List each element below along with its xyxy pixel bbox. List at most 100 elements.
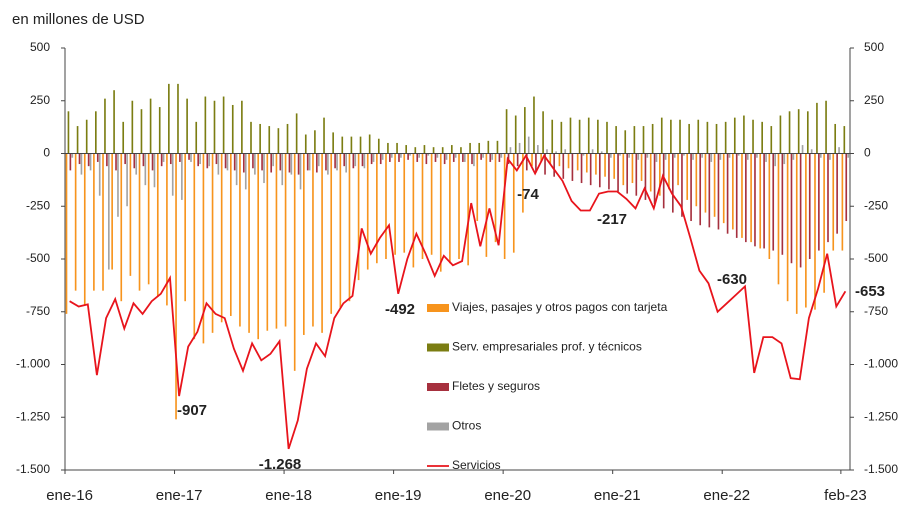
bar bbox=[464, 153, 466, 162]
bar bbox=[589, 153, 592, 186]
bar bbox=[423, 145, 426, 154]
annotation: -492 bbox=[385, 301, 415, 318]
bar bbox=[250, 121, 252, 154]
bar bbox=[555, 151, 557, 154]
bar bbox=[598, 153, 601, 188]
bar bbox=[469, 142, 471, 154]
bar bbox=[113, 90, 115, 154]
bar bbox=[439, 153, 442, 272]
bar bbox=[692, 153, 694, 160]
bar bbox=[366, 153, 369, 270]
bar bbox=[156, 153, 159, 297]
bar bbox=[600, 151, 603, 154]
bar bbox=[597, 119, 599, 154]
bar bbox=[138, 153, 141, 291]
bar bbox=[454, 153, 457, 158]
bar bbox=[316, 153, 318, 173]
bar bbox=[514, 115, 517, 154]
bar bbox=[608, 153, 610, 190]
x-tick-label: feb-23 bbox=[824, 487, 867, 504]
y-tick-label: -1.250 bbox=[16, 409, 50, 423]
bar bbox=[664, 153, 667, 160]
bar bbox=[370, 153, 373, 165]
bar bbox=[640, 153, 643, 181]
y2-tick-label: -1.500 bbox=[864, 462, 898, 476]
bar bbox=[677, 153, 679, 186]
y-tick-label: -500 bbox=[26, 251, 50, 265]
bar bbox=[825, 100, 827, 154]
bar bbox=[348, 153, 351, 302]
bar bbox=[606, 121, 608, 154]
bar bbox=[580, 153, 583, 184]
bar bbox=[518, 142, 521, 154]
bar bbox=[786, 153, 789, 302]
bar bbox=[847, 153, 850, 158]
bar bbox=[259, 123, 261, 154]
bar bbox=[527, 136, 530, 154]
bar bbox=[482, 153, 484, 158]
bar bbox=[111, 153, 113, 270]
y2-tick-label: 500 bbox=[864, 40, 884, 54]
bar bbox=[795, 153, 798, 314]
bar bbox=[752, 119, 754, 154]
bar bbox=[462, 153, 464, 162]
bar bbox=[613, 153, 615, 179]
bar bbox=[564, 149, 567, 154]
x-tick-label: ene-22 bbox=[703, 487, 750, 504]
legend-label: Otros bbox=[452, 419, 481, 433]
bar bbox=[562, 153, 565, 179]
bar bbox=[819, 153, 822, 158]
bar bbox=[197, 153, 199, 167]
bar bbox=[277, 128, 280, 154]
bar bbox=[772, 153, 775, 251]
bar bbox=[717, 153, 720, 230]
bar bbox=[540, 153, 542, 162]
y-tick-label: 500 bbox=[30, 40, 50, 54]
bar bbox=[551, 119, 554, 154]
bar bbox=[801, 145, 804, 154]
bar bbox=[233, 153, 236, 171]
bar bbox=[806, 111, 809, 154]
bar bbox=[190, 153, 192, 162]
bar bbox=[284, 153, 287, 327]
bar bbox=[387, 142, 389, 154]
bar bbox=[160, 153, 163, 167]
bar bbox=[430, 153, 433, 255]
bar bbox=[476, 153, 479, 222]
bar bbox=[184, 153, 186, 302]
bar bbox=[312, 153, 314, 327]
bar bbox=[500, 153, 503, 158]
y-tick-label: -250 bbox=[26, 198, 50, 212]
bar bbox=[626, 153, 629, 194]
bar bbox=[151, 153, 154, 171]
bar bbox=[491, 153, 494, 160]
bar bbox=[425, 153, 428, 165]
bar bbox=[252, 153, 254, 169]
bar bbox=[222, 96, 225, 154]
bar bbox=[673, 153, 676, 158]
bar bbox=[710, 153, 713, 162]
bar bbox=[649, 153, 652, 192]
bar bbox=[732, 153, 734, 230]
bar bbox=[576, 153, 579, 171]
bar bbox=[133, 153, 136, 169]
bar bbox=[524, 107, 526, 154]
annotation: -217 bbox=[597, 211, 627, 228]
bar bbox=[792, 153, 795, 160]
bar bbox=[69, 153, 72, 171]
x-tick-label: ene-18 bbox=[265, 487, 312, 504]
bar bbox=[186, 98, 188, 154]
bar bbox=[832, 153, 835, 251]
x-tick-label: ene-19 bbox=[375, 487, 422, 504]
bar bbox=[261, 153, 263, 171]
y2-tick-label: -1.000 bbox=[864, 357, 898, 371]
bar bbox=[188, 153, 190, 160]
bar bbox=[642, 126, 645, 154]
bar bbox=[83, 153, 86, 306]
bar bbox=[750, 153, 752, 243]
bar bbox=[314, 130, 316, 154]
bar bbox=[398, 153, 400, 162]
bar bbox=[306, 153, 309, 171]
bar bbox=[254, 153, 256, 175]
bar bbox=[325, 153, 327, 171]
